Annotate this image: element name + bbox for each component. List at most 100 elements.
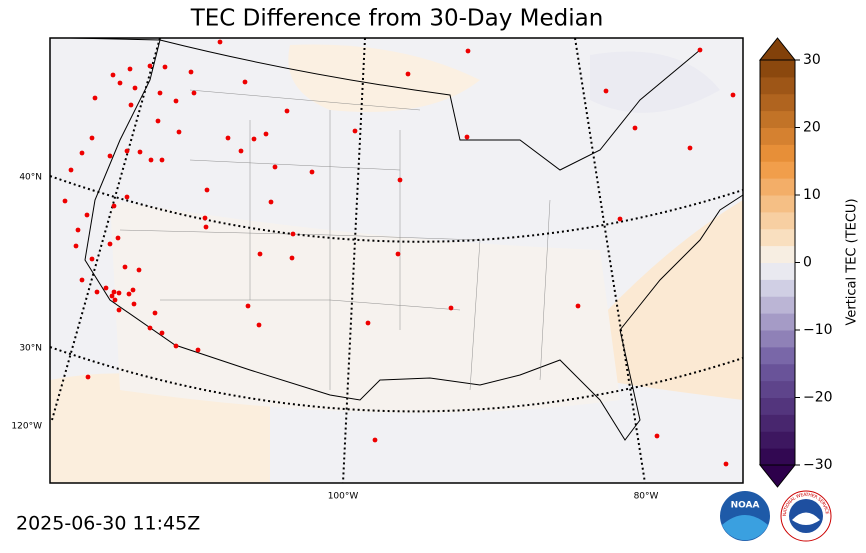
station bbox=[89, 135, 95, 141]
station bbox=[111, 289, 117, 295]
station bbox=[137, 149, 143, 155]
colorbar-tick-label: −10 bbox=[803, 322, 833, 338]
station bbox=[309, 169, 315, 175]
station bbox=[155, 118, 161, 124]
station bbox=[173, 98, 179, 104]
station bbox=[242, 79, 248, 85]
station bbox=[617, 216, 623, 222]
station bbox=[132, 85, 138, 91]
station bbox=[62, 198, 68, 204]
station bbox=[124, 148, 130, 154]
nws-logo: NATIONAL WEATHER SERVICE bbox=[780, 490, 832, 542]
colorbar-segment bbox=[760, 313, 795, 331]
station bbox=[188, 69, 194, 75]
colorbar-segment bbox=[760, 76, 795, 95]
colorbar-segment bbox=[760, 245, 795, 263]
station bbox=[124, 194, 130, 200]
station bbox=[73, 243, 79, 249]
station bbox=[130, 287, 136, 293]
station bbox=[127, 66, 133, 72]
stations bbox=[62, 39, 736, 467]
station bbox=[256, 322, 262, 328]
station bbox=[116, 307, 122, 313]
colorbar-segment bbox=[760, 60, 795, 78]
station bbox=[92, 95, 98, 101]
map-frame bbox=[49, 37, 744, 484]
lon-label: 120°W bbox=[11, 422, 42, 432]
coastline bbox=[69, 37, 744, 441]
graticule bbox=[49, 37, 744, 484]
station bbox=[115, 235, 121, 241]
station bbox=[195, 347, 201, 353]
station bbox=[79, 277, 85, 283]
station bbox=[173, 343, 179, 349]
colorbar-segment bbox=[760, 279, 795, 297]
colorbar-segment bbox=[760, 414, 795, 432]
colorbar-segment bbox=[760, 127, 795, 145]
station bbox=[159, 157, 165, 163]
station bbox=[723, 461, 729, 467]
station bbox=[465, 48, 471, 54]
station bbox=[730, 92, 736, 98]
station bbox=[109, 293, 115, 299]
map: 40°N 30°N 120°W 100°W 80°W bbox=[11, 37, 744, 502]
station bbox=[162, 64, 168, 70]
colorbar: −30 −20 −10 0 10 20 30 bbox=[758, 37, 833, 488]
colorbar-segment bbox=[760, 262, 795, 280]
lon-label: 100°W bbox=[328, 492, 359, 502]
station bbox=[128, 102, 134, 108]
state-borders bbox=[119, 89, 551, 391]
colorbar-segment bbox=[760, 296, 795, 314]
lat-label: 40°N bbox=[19, 173, 42, 183]
noaa-text: NOAA bbox=[731, 501, 760, 511]
station bbox=[176, 129, 182, 135]
station bbox=[397, 177, 403, 183]
station bbox=[159, 330, 165, 336]
colorbar-segment bbox=[760, 144, 795, 162]
station bbox=[448, 305, 454, 311]
colorbar-tick-label: 0 bbox=[803, 255, 812, 271]
station bbox=[107, 153, 113, 159]
colorbar-label: Vertical TEC (TECU) bbox=[845, 198, 860, 325]
station bbox=[372, 437, 378, 443]
colorbar-segment bbox=[760, 397, 795, 415]
colorbar-extend-bottom bbox=[758, 464, 797, 488]
colorbar-segment bbox=[760, 93, 795, 112]
station bbox=[217, 39, 223, 45]
colorbar-segment bbox=[760, 178, 795, 196]
colorbar-segment bbox=[760, 228, 795, 247]
station bbox=[148, 157, 154, 163]
colorbar-tick-label: 10 bbox=[803, 187, 821, 203]
colorbar-segment bbox=[760, 195, 795, 213]
station bbox=[284, 108, 290, 114]
lon-label: 80°W bbox=[634, 492, 659, 502]
station bbox=[75, 227, 81, 233]
station bbox=[204, 187, 210, 193]
colorbar-segment bbox=[760, 380, 795, 398]
station bbox=[575, 303, 581, 309]
colorbar-segment bbox=[760, 431, 795, 449]
field-positive bbox=[288, 44, 480, 112]
colorbar-segment bbox=[760, 330, 795, 348]
station bbox=[157, 90, 163, 96]
station bbox=[603, 88, 609, 94]
station bbox=[290, 231, 296, 237]
station bbox=[126, 291, 132, 297]
station bbox=[136, 267, 142, 273]
station bbox=[85, 374, 91, 380]
station bbox=[365, 320, 371, 326]
station bbox=[84, 212, 90, 218]
colorbar-tick-label: −30 bbox=[803, 457, 833, 473]
timestamp: 2025-06-30 11:45Z bbox=[16, 513, 200, 535]
station bbox=[225, 135, 231, 141]
colorbar-segment bbox=[760, 161, 795, 179]
lat-label: 30°N bbox=[19, 344, 42, 354]
noaa-logo: NOAA bbox=[720, 491, 770, 541]
station bbox=[238, 148, 244, 154]
station bbox=[245, 303, 251, 309]
title: TEC Difference from 30-Day Median bbox=[190, 6, 604, 32]
station bbox=[464, 134, 470, 140]
colorbar-extend-top bbox=[758, 37, 797, 61]
station bbox=[191, 90, 197, 96]
